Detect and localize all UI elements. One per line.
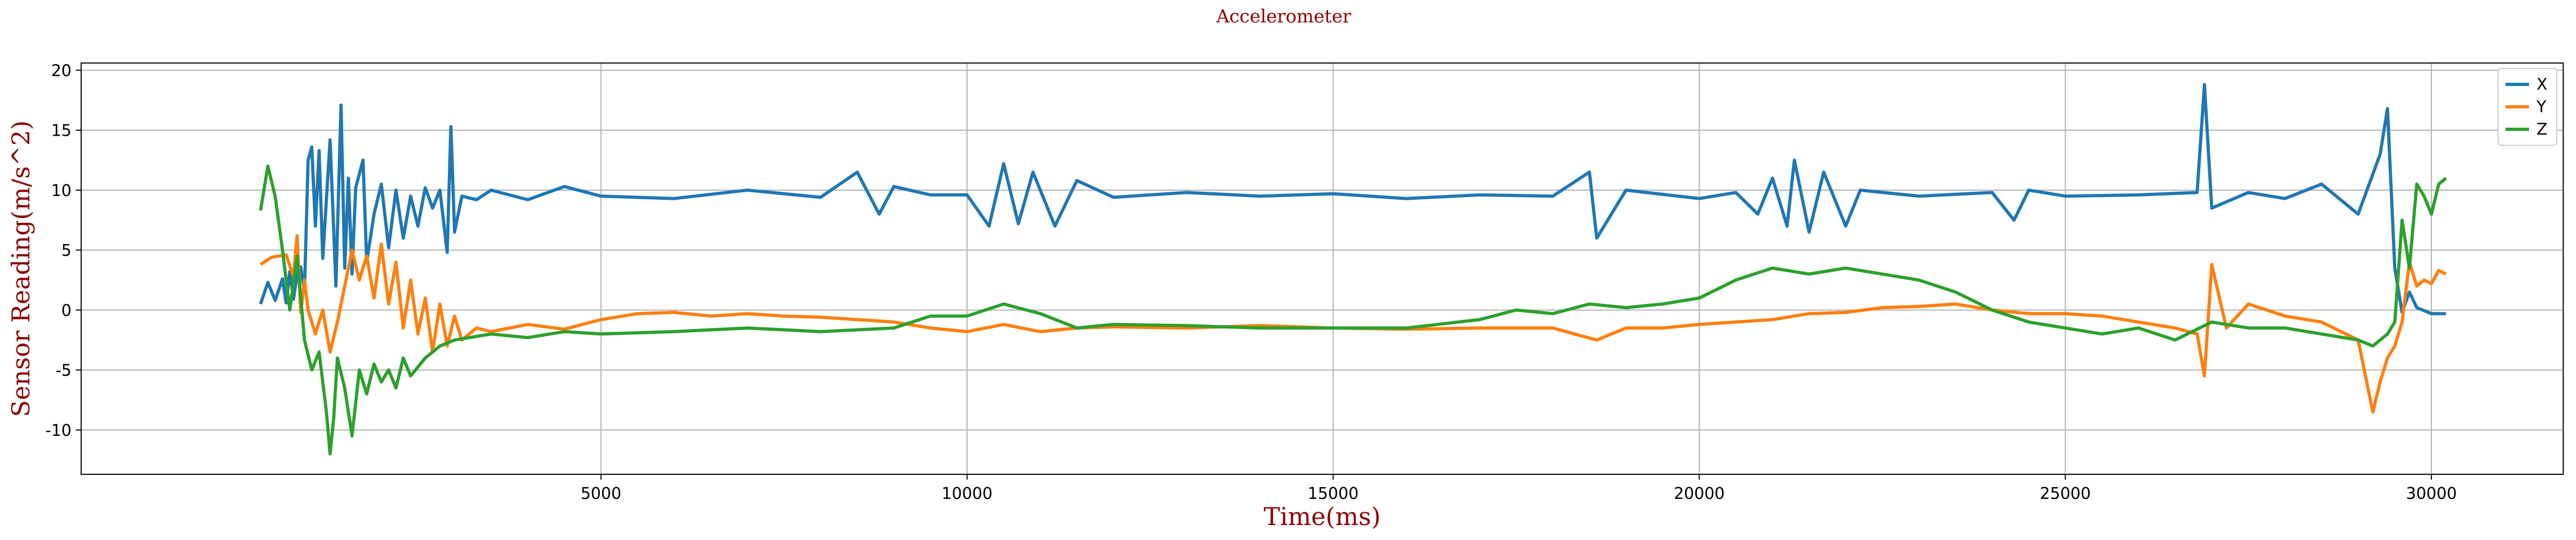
- series-line-x: [259, 83, 2446, 316]
- legend-label-z: Z: [2537, 120, 2548, 139]
- y-tick-label: -10: [45, 421, 72, 440]
- y-tick-label: -5: [56, 362, 72, 380]
- y-axis-label: Sensor Reading(m/s^2): [6, 120, 35, 417]
- y-tick-label: 20: [51, 61, 72, 80]
- x-tick-label: 15000: [1308, 484, 1358, 503]
- series-line-y: [259, 234, 2447, 414]
- chart-title: Accelerometer: [1216, 6, 1352, 27]
- y-tick-label: 5: [61, 241, 72, 260]
- x-tick-label: 30000: [2406, 484, 2456, 503]
- x-tick-label: 25000: [2040, 484, 2091, 503]
- x-tick-label: 5000: [581, 484, 621, 503]
- series-lines: [259, 83, 2447, 456]
- y-tick-label: 10: [51, 182, 72, 200]
- plot-frame: [81, 62, 2564, 475]
- legend-label-x: X: [2537, 75, 2548, 94]
- legend-label-y: Y: [2536, 98, 2547, 116]
- x-tick-label: 10000: [942, 484, 992, 503]
- axis-ticks: 5000 10000 15000 20000 25000 30000 -10 -5 0 5 10 15…: [45, 61, 2457, 503]
- legend: XYZ: [2498, 68, 2557, 146]
- x-tick-label: 20000: [1674, 484, 1725, 503]
- y-tick-label: 15: [51, 122, 72, 140]
- series-line-z: [259, 165, 2447, 456]
- y-tick-label: 0: [61, 301, 72, 320]
- x-axis-label: Time(ms): [1263, 502, 1380, 531]
